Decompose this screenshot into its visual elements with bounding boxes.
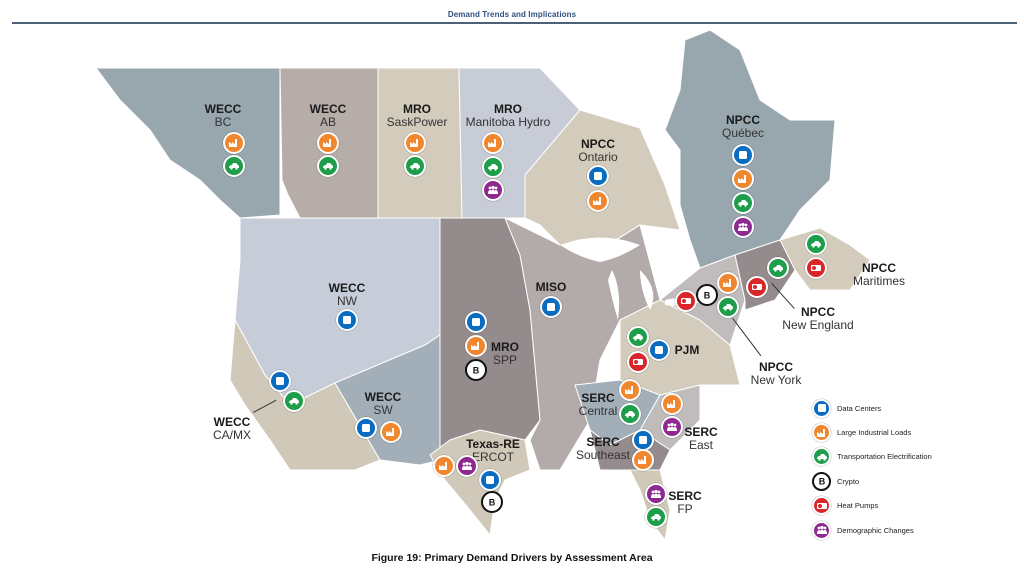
electric-car-icon <box>732 192 754 214</box>
legend-label: Heat Pumps <box>837 501 879 511</box>
label-mro-saskpower: MRO SaskPower <box>386 102 448 129</box>
data-center-icon <box>587 165 609 187</box>
legend-item-ev: Transportation Electrification <box>812 445 932 469</box>
factory-icon <box>465 335 487 357</box>
label-wecc-bc: WECC BC <box>204 102 242 129</box>
electric-car-icon <box>283 390 305 412</box>
svg-text:B: B <box>704 291 711 301</box>
label-npcc-ontario: NPCC Ontario <box>578 137 618 164</box>
heat-pump-icon <box>812 496 831 516</box>
electric-car-icon <box>317 155 339 177</box>
data-center-icon <box>540 296 562 318</box>
header-divider <box>12 22 1017 24</box>
bitcoin-icon: B <box>696 284 718 306</box>
people-group-icon <box>812 520 831 540</box>
label-serc-east: SERC East <box>684 425 718 452</box>
factory-icon <box>717 272 739 294</box>
bitcoin-icon: B <box>481 491 503 513</box>
data-center-icon <box>479 469 501 491</box>
legend: Data Centers Large Industrial Loads Transp… <box>812 396 932 542</box>
legend-item-ind: Large Industrial Loads <box>812 420 932 444</box>
factory-icon <box>732 168 754 190</box>
data-center-icon <box>648 339 670 361</box>
legend-label: Crypto <box>837 476 860 486</box>
label-wecc-nw: WECC NW <box>328 281 366 308</box>
region-npcc-maritimes <box>779 227 871 291</box>
people-group-icon <box>482 179 504 201</box>
data-center-icon <box>812 398 831 418</box>
label-wecc-camx: WECC CA/MX <box>212 415 252 442</box>
factory-icon <box>380 421 402 443</box>
great-lakes <box>560 237 705 320</box>
factory-icon <box>632 449 654 471</box>
page-header-title: Demand Trends and Implications <box>447 10 577 19</box>
legend-item-hp: Heat Pumps <box>812 494 932 518</box>
electric-car-icon <box>482 156 504 178</box>
people-group-icon <box>732 216 754 238</box>
label-mro-manitoba-hydro: MRO Manitoba Hydro <box>465 102 551 129</box>
label-npcc-quebec: NPCC Québec <box>721 113 765 140</box>
label-serc-southeast: SERC Southeast <box>575 435 631 462</box>
factory-icon <box>433 455 455 477</box>
label-wecc-ab: WECC AB <box>309 102 347 129</box>
factory-icon <box>223 132 245 154</box>
region-serc-fp <box>629 469 671 542</box>
heat-pump-icon <box>675 290 697 312</box>
figure-caption: Figure 19: Primary Demand Drivers by Ass… <box>371 552 653 564</box>
bitcoin-icon: B <box>465 359 487 381</box>
label-npcc-new-england: NPCC New England <box>782 305 854 332</box>
region-wecc-bc <box>95 67 281 219</box>
data-center-icon <box>355 417 377 439</box>
factory-icon <box>317 132 339 154</box>
electric-car-icon <box>767 257 789 279</box>
legend-item-demo: Demographic Changes <box>812 518 932 542</box>
label-mro-spp: MRO SPP <box>491 340 519 367</box>
factory-icon <box>619 379 641 401</box>
factory-icon <box>812 423 831 443</box>
factory-icon <box>482 132 504 154</box>
legend-item-dc: Data Centers <box>812 396 932 420</box>
electric-car-icon <box>619 403 641 425</box>
label-miso: MISO <box>535 280 567 294</box>
legend-label: Transportation Electrification <box>837 452 932 462</box>
data-center-icon <box>632 429 654 451</box>
electric-car-icon <box>223 155 245 177</box>
electric-car-icon <box>627 326 649 348</box>
legend-label: Demographic Changes <box>837 525 914 535</box>
heat-pump-icon <box>627 351 649 373</box>
legend-item-btc: B Crypto <box>812 469 932 493</box>
label-texas-re-ercot: Texas-RE ERCOT <box>466 437 520 464</box>
electric-car-icon <box>717 296 739 318</box>
svg-text:B: B <box>473 366 480 376</box>
label-npcc-new-york: NPCC New York <box>750 360 802 387</box>
factory-icon <box>661 393 683 415</box>
data-center-icon <box>269 370 291 392</box>
heat-pump-icon <box>746 276 768 298</box>
factory-icon <box>587 190 609 212</box>
electric-car-icon <box>805 233 827 255</box>
electric-car-icon <box>645 506 667 528</box>
electric-car-icon <box>812 447 831 467</box>
label-pjm: PJM <box>674 343 700 357</box>
legend-label: Large Industrial Loads <box>837 428 912 438</box>
people-group-icon <box>456 455 478 477</box>
people-group-icon <box>661 416 683 438</box>
label-wecc-sw: WECC SW <box>364 390 402 417</box>
electric-car-icon <box>404 155 426 177</box>
label-npcc-maritimes: NPCC Maritimes <box>852 261 906 288</box>
svg-text:B: B <box>818 477 825 487</box>
legend-label: Data Centers <box>837 403 882 413</box>
data-center-icon <box>465 311 487 333</box>
data-center-icon <box>336 309 358 331</box>
label-serc-central: SERC Central <box>578 391 618 418</box>
region-wecc-camx <box>229 318 381 471</box>
svg-text:B: B <box>489 498 496 508</box>
bitcoin-icon: B <box>812 471 831 491</box>
data-center-icon <box>732 144 754 166</box>
people-group-icon <box>645 483 667 505</box>
factory-icon <box>404 132 426 154</box>
label-serc-fp: SERC FP <box>668 489 702 516</box>
heat-pump-icon <box>805 257 827 279</box>
